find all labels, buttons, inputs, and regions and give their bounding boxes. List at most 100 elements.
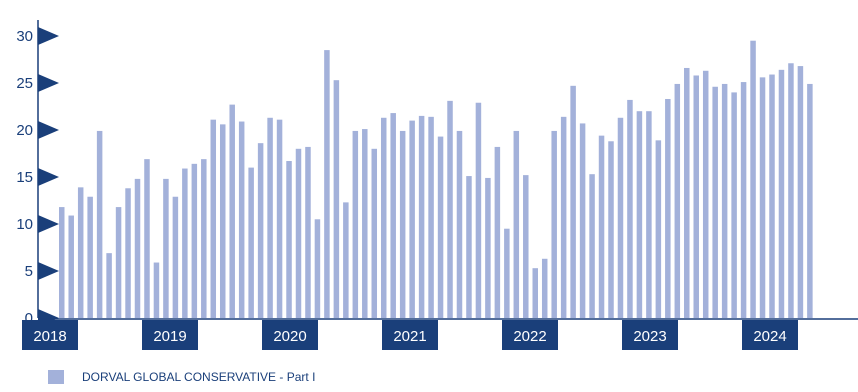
year-label-box	[622, 320, 678, 350]
bar	[305, 146, 311, 318]
y-tick-label: 20	[16, 122, 33, 139]
year-label-box	[382, 320, 438, 350]
bar	[494, 146, 501, 318]
bar	[740, 82, 747, 318]
bar	[125, 188, 131, 318]
bar	[343, 202, 349, 318]
bar	[380, 117, 387, 318]
bar	[87, 196, 93, 318]
bar	[115, 207, 122, 318]
bar	[68, 215, 74, 318]
y-tick-label: 25	[16, 75, 33, 92]
bar	[437, 136, 444, 318]
bar	[513, 130, 520, 318]
bar	[219, 124, 226, 318]
year-label: 2020	[273, 328, 306, 345]
bar	[731, 92, 737, 319]
bar	[409, 120, 415, 318]
bar	[163, 178, 169, 318]
legend-label: DORVAL GLOBAL CONSERVATIVE - Part I	[82, 370, 316, 384]
bar	[598, 135, 605, 318]
bar	[106, 253, 112, 318]
bar	[362, 129, 368, 318]
year-label: 2018	[33, 328, 66, 345]
bar	[314, 219, 321, 318]
year-label: 2019	[153, 328, 186, 345]
bar	[541, 258, 548, 318]
bar	[759, 77, 766, 318]
bar	[523, 175, 529, 318]
bar	[646, 111, 652, 318]
bar	[229, 104, 235, 319]
bar	[77, 187, 84, 318]
bar	[788, 63, 794, 319]
bar	[390, 113, 396, 318]
year-label: 2022	[513, 328, 546, 345]
bar	[769, 74, 775, 318]
bar	[59, 207, 65, 318]
bar	[504, 228, 510, 318]
bar	[636, 111, 643, 318]
year-label-box	[502, 320, 558, 350]
year-label-box	[262, 320, 318, 350]
bar	[589, 174, 595, 318]
x-axis: 2018 2019 2020 2021 2022 2023 2024	[22, 318, 858, 350]
y-tick-label: 0	[25, 310, 33, 327]
y-tick-label: 15	[16, 169, 33, 186]
bar	[371, 148, 378, 318]
bar	[418, 115, 425, 319]
bar	[684, 67, 690, 319]
bar	[579, 123, 586, 318]
y-tick-marker	[38, 168, 59, 186]
bar	[352, 130, 359, 318]
bar	[248, 167, 254, 318]
y-tick-marker	[38, 27, 59, 45]
bar	[324, 50, 330, 318]
y-tick-marker	[38, 121, 59, 139]
bar	[702, 70, 709, 318]
bar	[333, 80, 340, 319]
bar	[286, 161, 292, 318]
bar	[560, 116, 567, 318]
year-label: 2021	[393, 328, 426, 345]
bar	[238, 121, 245, 318]
y-axis: 0 5 10 15 20 25 30	[16, 20, 59, 327]
y-tick-marker	[38, 74, 59, 92]
bar	[153, 262, 160, 318]
bar	[191, 163, 198, 318]
bar	[295, 148, 302, 318]
bar	[532, 268, 538, 318]
bar	[570, 85, 576, 318]
bar	[182, 168, 188, 318]
bar	[674, 83, 681, 318]
year-label-box	[742, 320, 798, 350]
year-label-box	[142, 320, 198, 350]
bar	[96, 130, 103, 318]
bar	[201, 159, 207, 318]
y-tick-marker	[38, 262, 59, 280]
bar	[475, 102, 482, 319]
bar	[608, 141, 614, 318]
bar	[551, 130, 557, 318]
bar	[797, 66, 804, 318]
bar	[172, 196, 179, 318]
bar	[721, 83, 728, 318]
legend: DORVAL GLOBAL CONSERVATIVE - Part I	[48, 370, 315, 384]
bar	[257, 143, 264, 318]
bar	[428, 116, 434, 318]
y-tick-label: 30	[16, 28, 33, 45]
bar	[447, 100, 453, 318]
bar	[276, 119, 283, 318]
bar	[627, 99, 633, 318]
bar	[456, 130, 463, 318]
bar	[267, 117, 273, 318]
bar	[655, 140, 662, 318]
bar	[399, 130, 406, 318]
bar	[144, 159, 150, 318]
bar	[693, 75, 699, 318]
y-tick-marker	[38, 215, 59, 233]
bar	[750, 40, 756, 318]
bar	[485, 177, 491, 318]
bars-group	[59, 40, 813, 319]
year-label-box	[22, 320, 78, 350]
